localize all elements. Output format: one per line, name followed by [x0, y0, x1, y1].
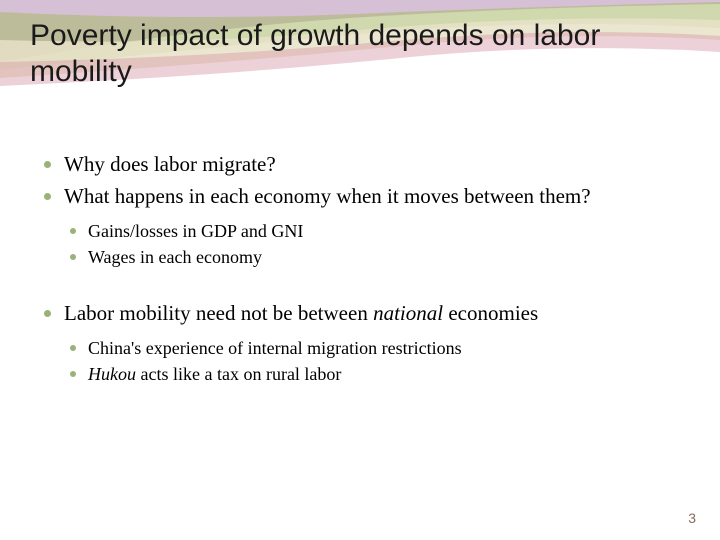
bullet-3-pre: Labor mobility need not be between: [64, 301, 373, 325]
bullet-3-ital: national: [373, 301, 443, 325]
page-number: 3: [688, 510, 696, 526]
bullet-2-2-text: Wages in each economy: [88, 247, 262, 267]
bullet-3-2-ital: Hukou: [88, 364, 136, 384]
bullet-2: What happens in each economy when it mov…: [40, 182, 680, 269]
slide-title: Poverty impact of growth depends on labo…: [30, 18, 690, 90]
slide-body: Why does labor migrate? What happens in …: [40, 150, 680, 398]
bullet-3-post: economies: [443, 301, 538, 325]
bullet-1: Why does labor migrate?: [40, 150, 680, 178]
bullet-1-text: Why does labor migrate?: [64, 152, 276, 176]
bullet-3-1: China's experience of internal migration…: [64, 336, 680, 360]
bullet-2-2: Wages in each economy: [64, 245, 680, 269]
bullet-3: Labor mobility need not be between natio…: [40, 299, 680, 386]
bullet-3-1-text: China's experience of internal migration…: [88, 338, 462, 358]
bullet-2-1: Gains/losses in GDP and GNI: [64, 219, 680, 243]
bullet-2-text: What happens in each economy when it mov…: [64, 184, 591, 208]
bullet-3-2: Hukou acts like a tax on rural labor: [64, 362, 680, 386]
bullet-3-2-post: acts like a tax on rural labor: [136, 364, 341, 384]
bullet-2-1-text: Gains/losses in GDP and GNI: [88, 221, 303, 241]
